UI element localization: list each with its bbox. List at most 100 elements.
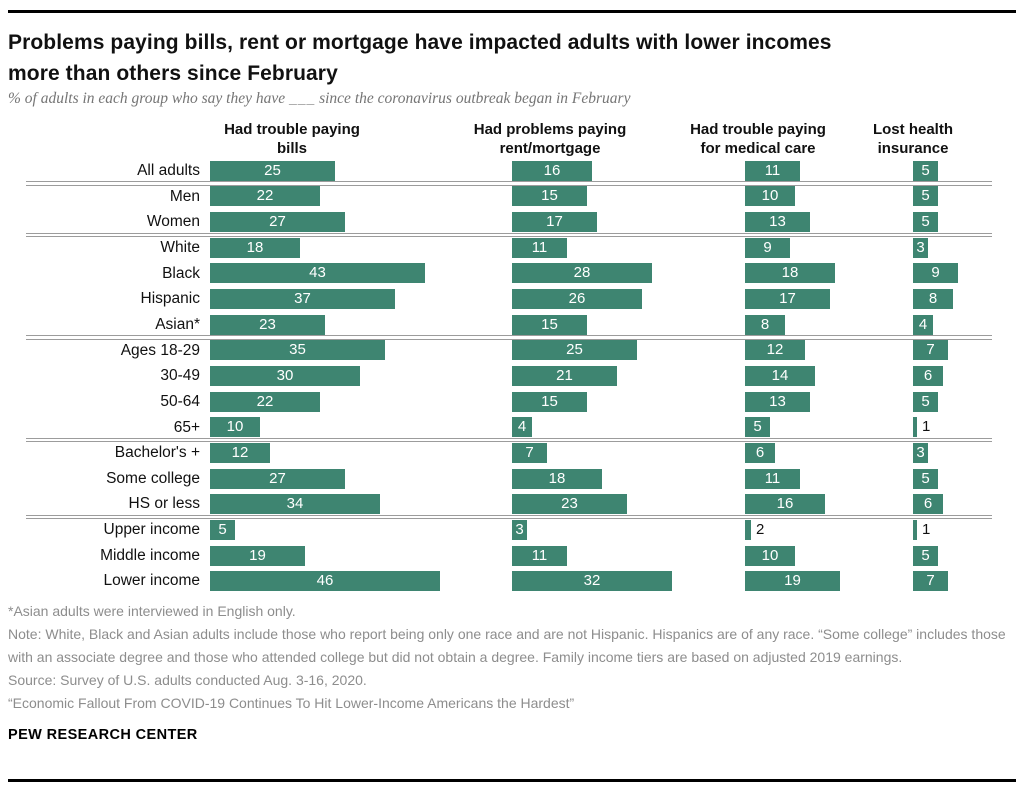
bar-value: 35 [289,341,306,359]
bar-value: 7 [926,572,935,590]
bar-value: 30 [276,366,294,384]
bar-value: 9 [931,264,940,282]
bar: 9 [913,263,958,284]
bar-value: 25 [566,341,583,359]
bar: 35 [210,340,385,361]
chart-row: 50-64 22 15 13 5 [0,389,1024,415]
bar: 3 [913,442,928,463]
row-label: Asian* [155,315,200,333]
bar-value: 26 [568,290,586,308]
bar-value: 1 [922,520,931,538]
chart-row: HS or less 34 23 16 6 [0,491,1024,517]
bar-value: 5 [218,520,227,538]
bar: 25 [512,340,637,361]
row-label: Upper income [103,521,201,539]
bar-value: 6 [923,366,933,384]
column-header-line: Had problems paying [473,121,627,138]
bar-value: 5 [921,213,930,231]
bar: 2 [745,519,764,540]
bar-value: 37 [294,290,311,308]
footer: *Asian adults were interviewed in Englis… [8,600,1016,747]
bar-value: 9 [763,238,772,256]
bar: 15 [512,186,587,207]
row-label: Bachelor's + [114,444,200,462]
bar-value: 22 [256,187,274,205]
subtitle-prefix: % of adults in each group who say they h… [8,90,286,107]
column-header-line: Lost health [872,121,953,138]
bar-value: 11 [764,161,781,179]
chart-row: Middle income 19 11 10 5 [0,543,1024,569]
bar-value: 5 [753,418,762,436]
row-label: All adults [137,162,200,179]
bar: 11 [512,237,567,258]
bar: 13 [745,212,810,233]
row-label: Lower income [103,572,201,590]
chart-rows: All adults 25 16 11 5 Men 22 15 10 5 Women 27 17 13 5 W… [0,158,1024,595]
bar: 8 [745,314,785,335]
bar: 7 [913,571,948,592]
column-header-line: Had trouble paying [224,121,360,138]
page-title: Problems paying bills, rent or mortgage … [8,27,1018,89]
column-header-line: bills [276,139,307,157]
chart-row: Black 43 28 18 9 [0,261,1024,287]
bar: 19 [745,571,840,592]
bar: 7 [913,340,948,361]
column-header: Had trouble paying for medical care [648,121,868,158]
bar: 5 [210,519,235,540]
bar-value: 18 [548,469,566,487]
bar-value: 5 [921,187,930,205]
bar-value: 10 [761,187,779,205]
bar-value: 12 [766,341,784,359]
bar: 12 [210,442,270,463]
bar-value: 43 [309,264,326,282]
bar-value: 13 [769,213,786,231]
bar: 46 [210,571,440,592]
bar: 21 [512,365,617,386]
chart-row: Upper income 5 3 2 1 [0,517,1024,543]
bar-value: 6 [923,495,933,513]
bar: 6 [745,442,775,463]
chart-row: Bachelor's + 12 7 6 3 [0,440,1024,466]
bar: 27 [210,468,345,489]
bar: 15 [512,391,587,412]
top-rule [8,10,1016,13]
column-header-line: insurance [877,139,949,157]
bar-value: 18 [781,264,799,282]
bar: 12 [745,340,805,361]
column-header: Lost health insurance [838,121,988,158]
bar: 13 [745,391,810,412]
row-label: Black [162,264,200,282]
brand: PEW RESEARCH CENTER [8,727,198,743]
bar: 1 [913,417,930,438]
group-separator [26,232,992,238]
bar: 18 [210,237,300,258]
bar-value: 10 [226,418,244,436]
row-label: White [160,238,200,256]
bar: 17 [512,212,597,233]
bar: 3 [913,237,928,258]
bar: 5 [913,212,938,233]
bar-value: 15 [541,187,558,205]
bar-value: 21 [556,366,573,384]
bar-value: 32 [583,572,601,590]
bar-value: 5 [921,546,930,564]
bar-value: 19 [249,546,266,564]
bar: 34 [210,494,380,515]
bar-value: 23 [561,495,578,513]
group-separator [26,514,992,520]
bar: 7 [512,442,547,463]
bottom-rule [8,779,1016,782]
bar: 11 [745,160,800,181]
chart-row: Hispanic 37 26 17 8 [0,286,1024,312]
bar: 1 [913,519,930,540]
bar: 43 [210,263,425,284]
row-label: 50-64 [160,392,200,410]
row-label: Men [169,187,200,205]
bar: 22 [210,186,320,207]
bar: 30 [210,365,360,386]
group-separator [26,335,992,340]
bar-value: 23 [259,315,276,333]
bar: 28 [512,263,652,284]
column-header-line: for medical care [700,139,816,157]
chart-subtitle: % of adults in each group who say they h… [8,90,1008,108]
